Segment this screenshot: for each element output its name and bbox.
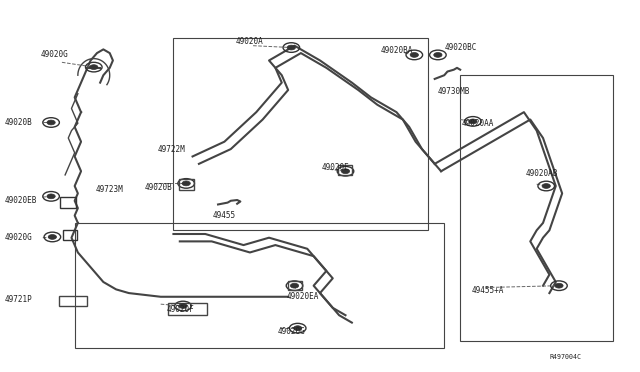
Circle shape [341,169,349,174]
Text: 49020E: 49020E [321,163,349,172]
Text: 49020EA: 49020EA [286,292,319,301]
Circle shape [179,304,187,308]
Text: 49020EB: 49020EB [4,196,37,205]
Circle shape [555,283,563,288]
Text: 49721P: 49721P [4,295,33,304]
Bar [60,197,76,208]
Text: 49020G: 49020G [41,51,68,60]
Bar [288,280,302,290]
Text: 49020A: 49020A [236,37,264,46]
Text: 49020BA: 49020BA [381,46,413,55]
Bar [338,165,352,175]
Text: 49020B: 49020B [145,183,173,192]
Bar [179,179,195,190]
Bar [173,38,428,230]
Bar [59,296,88,306]
Text: 49020AA: 49020AA [461,119,494,128]
Circle shape [287,45,296,50]
Circle shape [291,283,299,288]
Text: 49020F: 49020F [167,305,195,314]
Bar [63,230,77,240]
Circle shape [468,119,477,124]
Text: 49020AB: 49020AB [525,169,557,177]
Circle shape [182,181,190,186]
Text: 49455: 49455 [213,211,236,220]
Bar [460,75,613,341]
Circle shape [90,65,98,70]
Circle shape [47,120,55,125]
Circle shape [410,52,419,57]
Circle shape [48,235,56,239]
Text: 49730MB: 49730MB [438,87,470,96]
Text: R497004C: R497004C [549,353,581,360]
Text: 49723M: 49723M [96,185,124,194]
Circle shape [47,194,55,199]
Text: 49722M: 49722M [157,145,185,154]
Circle shape [434,52,442,57]
Text: 49020G: 49020G [277,327,305,336]
Text: 49020B: 49020B [4,118,33,127]
Circle shape [294,326,302,331]
Circle shape [542,184,550,188]
Text: 49020G: 49020G [4,233,33,242]
Bar [75,223,444,349]
Text: 49455+A: 49455+A [472,286,504,295]
Bar [168,304,207,315]
Text: 49020BC: 49020BC [444,43,477,52]
